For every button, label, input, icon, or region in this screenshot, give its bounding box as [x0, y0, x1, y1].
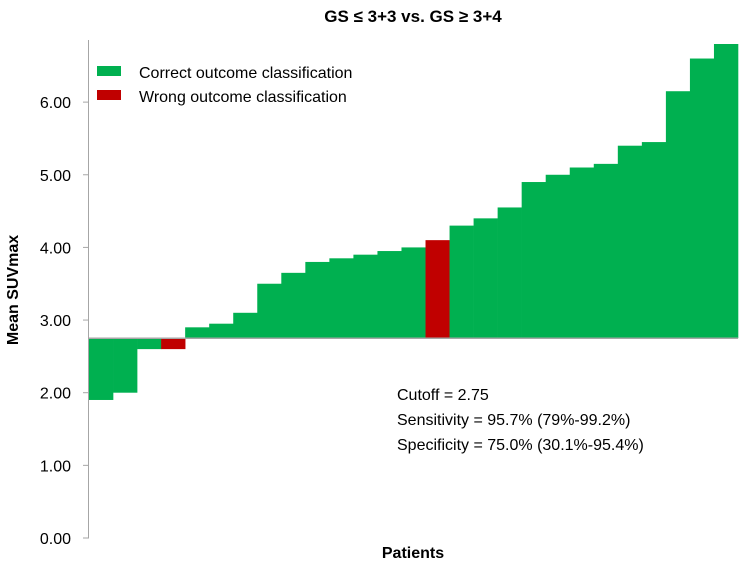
y-tick-label: 6.00 — [40, 95, 71, 112]
bar-patient-22 — [593, 163, 619, 339]
bar-patient-11 — [329, 258, 354, 339]
x-axis-label: Patients — [382, 545, 444, 562]
y-tick-label: 0.00 — [40, 531, 71, 548]
y-tick-label: 5.00 — [40, 168, 71, 185]
bar-patient-2 — [113, 338, 138, 393]
legend-label-wrong: Wrong outcome classification — [139, 89, 347, 106]
bar-patient-20 — [545, 174, 571, 339]
sensitivity-annotation: Sensitivity = 95.7% (79%-99.2%) — [397, 412, 630, 429]
specificity-annotation: Specificity = 75.0% (30.1%-95.4%) — [397, 437, 644, 454]
bar-patient-10 — [305, 261, 330, 339]
bar-patient-23 — [617, 145, 643, 339]
y-tick-label: 4.00 — [40, 240, 71, 257]
bar-patient-14 — [401, 247, 426, 339]
bar-patient-18 — [497, 207, 522, 339]
chart-title: GS ≤ 3+3 vs. GS ≥ 3+4 — [324, 7, 502, 26]
y-tick-label: 1.00 — [40, 458, 71, 475]
bar-patient-6 — [209, 323, 234, 339]
bar-patient-7 — [233, 312, 258, 339]
bar-patient-17 — [473, 218, 498, 339]
bar-patient-25 — [665, 91, 691, 339]
bar-patient-5 — [185, 327, 210, 339]
bar-patient-15 — [425, 240, 450, 339]
bar-patient-21 — [569, 167, 595, 339]
bar-patient-16 — [449, 225, 474, 339]
bar-patient-1 — [89, 338, 114, 400]
y-tick-label: 2.00 — [40, 386, 71, 403]
bar-patient-13 — [377, 251, 402, 339]
bar-patient-26 — [689, 58, 715, 339]
legend-label-correct: Correct outcome classification — [139, 65, 352, 82]
bar-patient-9 — [281, 272, 306, 339]
y-tick-label: 3.00 — [40, 313, 71, 330]
bar-patient-8 — [257, 283, 282, 339]
bar-patient-3 — [137, 338, 162, 350]
legend-swatch-wrong — [97, 90, 121, 100]
bar-patient-24 — [641, 142, 667, 339]
bar-patient-27 — [713, 44, 739, 339]
bar-patient-12 — [353, 254, 378, 339]
bar-patient-19 — [521, 182, 547, 339]
legend: Correct outcome classification Wrong out… — [97, 65, 352, 106]
legend-swatch-correct — [97, 66, 121, 76]
cutoff-annotation: Cutoff = 2.75 — [397, 387, 489, 404]
bar-patient-4 — [161, 338, 186, 350]
y-axis-label: Mean SUVmax — [5, 235, 22, 345]
